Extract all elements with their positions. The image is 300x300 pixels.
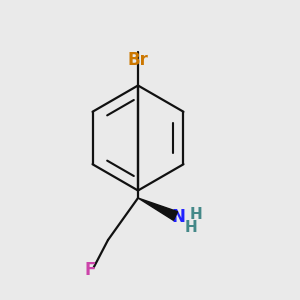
Polygon shape [138, 198, 178, 220]
Text: H: H [189, 207, 202, 222]
Text: H: H [185, 220, 198, 235]
Text: N: N [172, 208, 185, 226]
Text: Br: Br [128, 51, 148, 69]
Text: F: F [84, 261, 96, 279]
